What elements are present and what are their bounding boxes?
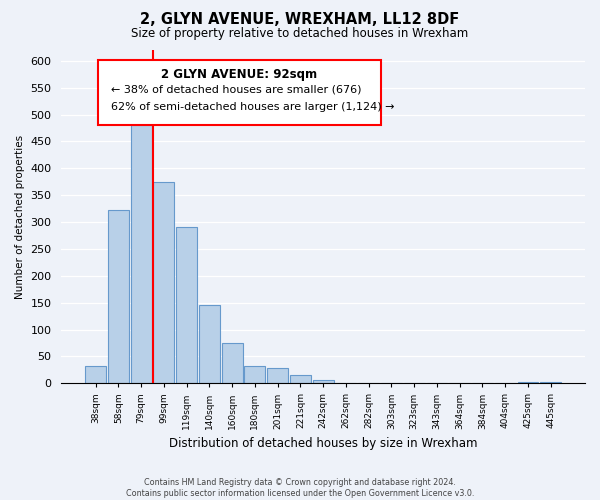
Text: 2 GLYN AVENUE: 92sqm: 2 GLYN AVENUE: 92sqm <box>161 68 317 82</box>
Bar <box>222 343 242 384</box>
Text: ← 38% of detached houses are smaller (676): ← 38% of detached houses are smaller (67… <box>111 85 362 95</box>
Bar <box>199 306 220 384</box>
Bar <box>131 124 152 384</box>
Bar <box>518 382 538 384</box>
FancyBboxPatch shape <box>98 60 381 125</box>
X-axis label: Distribution of detached houses by size in Wrexham: Distribution of detached houses by size … <box>169 437 478 450</box>
Text: 62% of semi-detached houses are larger (1,124) →: 62% of semi-detached houses are larger (… <box>111 102 395 112</box>
Bar <box>176 228 197 384</box>
Bar <box>85 366 106 384</box>
Text: Size of property relative to detached houses in Wrexham: Size of property relative to detached ho… <box>131 28 469 40</box>
Bar <box>267 368 288 384</box>
Text: 2, GLYN AVENUE, WREXHAM, LL12 8DF: 2, GLYN AVENUE, WREXHAM, LL12 8DF <box>140 12 460 28</box>
Bar <box>540 382 561 384</box>
Bar <box>108 210 129 384</box>
Bar <box>335 382 356 384</box>
Bar <box>313 380 334 384</box>
Bar <box>244 366 265 384</box>
Y-axis label: Number of detached properties: Number of detached properties <box>15 134 25 298</box>
Bar <box>290 374 311 384</box>
Bar <box>154 182 175 384</box>
Text: Contains HM Land Registry data © Crown copyright and database right 2024.
Contai: Contains HM Land Registry data © Crown c… <box>126 478 474 498</box>
